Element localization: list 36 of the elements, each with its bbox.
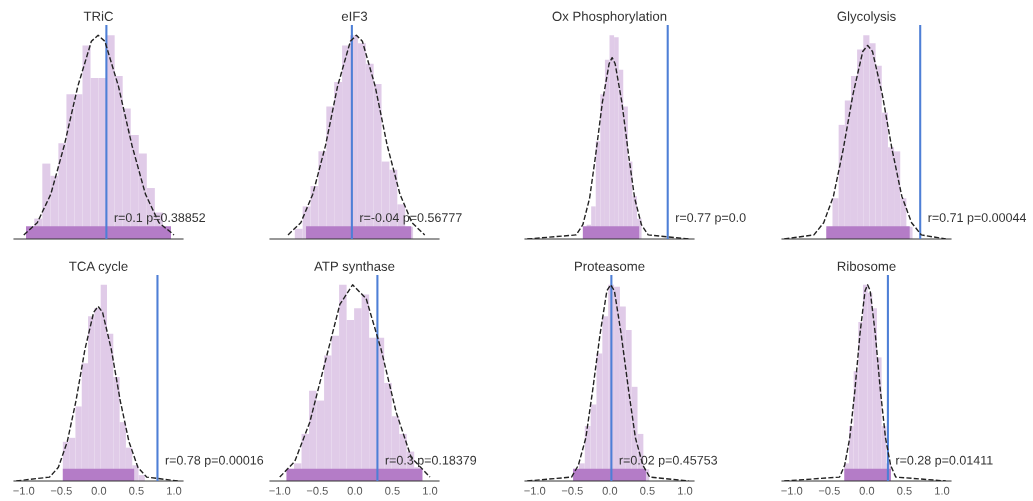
x-tick-label: 1.0 — [678, 486, 693, 495]
x-tick-label: 1.0 — [935, 486, 950, 495]
x-tick-label: −0.5 — [306, 486, 328, 495]
x-tick-label: 1.0 — [423, 486, 438, 495]
x-tick-label: 1.0 — [167, 486, 182, 495]
x-tick-label: 0.0 — [859, 486, 875, 495]
x-tick-label: 0.5 — [897, 486, 912, 495]
ref-line-label: r=0.78 p=0.00016 — [165, 455, 264, 468]
ref-line-label: r=0.71 p=0.00044 — [928, 213, 1027, 225]
ref-line-label: r=0.1 p=0.38852 — [114, 213, 206, 225]
chart-title: TCA cycle — [69, 261, 128, 274]
x-tick-label: −1.0 — [269, 486, 291, 495]
x-tick-label: 0.5 — [640, 486, 655, 495]
chart-title: Glycolysis — [837, 11, 896, 24]
x-tick-label: −1.0 — [524, 486, 546, 495]
ref-line-label: r=-0.04 p=0.56777 — [360, 213, 462, 225]
x-tick-label: 0.0 — [347, 486, 363, 495]
x-tick-label: 0.5 — [129, 486, 144, 495]
x-tick-label: 0.0 — [91, 486, 107, 495]
x-tick-label: −0.5 — [818, 486, 840, 495]
chart-title: Proteasome — [575, 261, 645, 271]
chart-title: Ox Phosphorylation — [552, 11, 667, 24]
x-tick-label: −1.0 — [781, 486, 803, 495]
chart-title: Ribosome — [837, 261, 896, 271]
x-tick-label: 0.0 — [602, 486, 618, 495]
x-tick-label: 0.5 — [385, 486, 400, 495]
x-tick-label: −0.5 — [50, 486, 72, 495]
chart-title: TRiC — [83, 11, 114, 21]
ref-line-label: r=0.77 p=0.0 — [676, 213, 746, 225]
x-tick-label: −0.5 — [561, 486, 583, 495]
chart-title: ATP synthase — [314, 261, 395, 274]
ref-line-label: r=0.28 p=0.01411 — [896, 455, 993, 468]
ref-line-label: r=0.3 p=0.18379 — [385, 455, 477, 468]
chart-title: eIF3 — [341, 11, 368, 21]
ref-line-label: r=0.02 p=0.45753 — [619, 455, 718, 468]
x-tick-label: −1.0 — [13, 486, 35, 495]
